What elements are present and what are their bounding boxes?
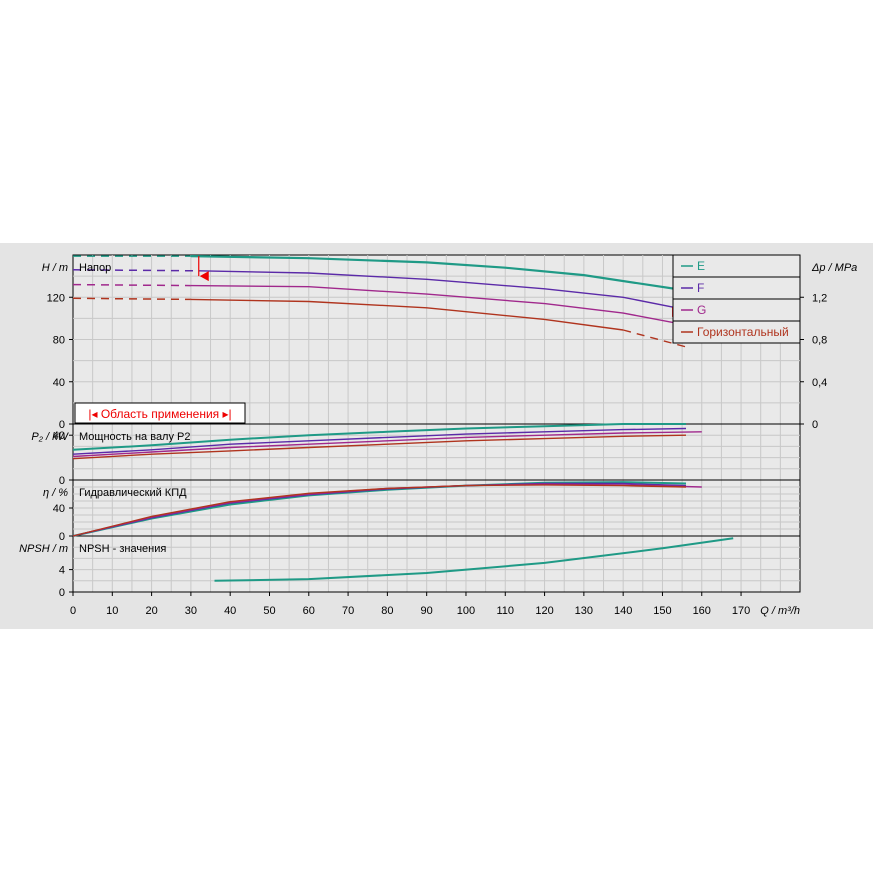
legend-label: Горизонтальный <box>697 325 789 339</box>
x-tick-label: 90 <box>421 605 433 617</box>
x-tick-label: 50 <box>263 605 275 617</box>
series-line-горизонтальный <box>190 298 624 331</box>
y-tick-label: 80 <box>53 335 65 347</box>
legend-label: E <box>697 259 705 273</box>
x-tick-label: 130 <box>575 605 593 617</box>
series-line-e <box>72 423 686 451</box>
series-line-f <box>198 270 683 310</box>
x-tick-label: 20 <box>145 605 157 617</box>
x-tick-label: 110 <box>496 605 514 617</box>
y2-tick-label: 0,8 <box>812 335 827 347</box>
x-tick-label: 150 <box>653 605 671 617</box>
y-tick-label: 4 <box>59 565 65 577</box>
panel-title: Гидравлический КПД <box>79 487 187 499</box>
series-line-g <box>72 431 702 458</box>
x-tick-label: 80 <box>381 605 393 617</box>
x-axis-label: Q / m³/h <box>760 605 800 617</box>
y-tick-label: 40 <box>53 503 65 515</box>
series-line-горизонтальный <box>72 484 687 537</box>
x-tick-label: 100 <box>457 605 475 617</box>
range-label: |◂ Область применения ▸| <box>88 407 231 421</box>
legend-label: G <box>697 303 706 317</box>
y-axis-label: H / m <box>42 262 68 274</box>
panel-title: NPSH - значения <box>79 543 166 555</box>
x-tick-label: 120 <box>535 605 553 617</box>
x-tick-label: 40 <box>224 605 236 617</box>
legend: EFG Горизонтальный <box>672 254 801 344</box>
series-line-горизонтальный <box>72 297 191 301</box>
series-line-g <box>72 283 191 287</box>
y-axis-label: η / % <box>43 487 68 499</box>
y-tick-label: 40 <box>53 430 65 442</box>
y-axis-label: NPSH / m <box>19 543 68 555</box>
series-line-горизонтальный <box>623 329 687 348</box>
y-tick-label: 0 <box>59 587 65 599</box>
y2-axis-label: Δp / MPa <box>811 262 857 274</box>
x-tick-label: 140 <box>614 605 632 617</box>
panel-title: Мощность на валу P2 <box>79 431 191 443</box>
x-tick-label: 160 <box>693 605 711 617</box>
series-line-g <box>190 284 702 329</box>
panel-title: Напор <box>79 262 111 274</box>
x-tick-label: 170 <box>732 605 750 617</box>
y-tick-label: 0 <box>59 419 65 431</box>
y2-tick-label: 0 <box>812 419 818 431</box>
series-line-e <box>214 537 734 582</box>
y-axis-label: P₂ / kW <box>31 431 69 443</box>
y-tick-label: 40 <box>53 377 65 389</box>
y2-tick-label: 1,2 <box>812 292 827 304</box>
x-tick-label: 70 <box>342 605 354 617</box>
y-tick-label: 0 <box>59 531 65 543</box>
range-label-box <box>74 402 246 424</box>
x-tick-label: 30 <box>185 605 197 617</box>
y-tick-label: 120 <box>47 292 65 304</box>
series-line-f <box>72 269 199 272</box>
series-line-e <box>190 255 683 291</box>
y2-tick-label: 0,4 <box>812 377 827 389</box>
x-tick-label: 10 <box>106 605 118 617</box>
series-line-горизонтальный <box>72 434 687 460</box>
range-arrow-left <box>199 271 209 282</box>
x-tick-label: 60 <box>303 605 315 617</box>
legend-label: F <box>697 281 704 295</box>
series-line-f <box>72 427 687 455</box>
y-tick-label: 0 <box>59 475 65 487</box>
x-tick-label: 0 <box>70 605 76 617</box>
